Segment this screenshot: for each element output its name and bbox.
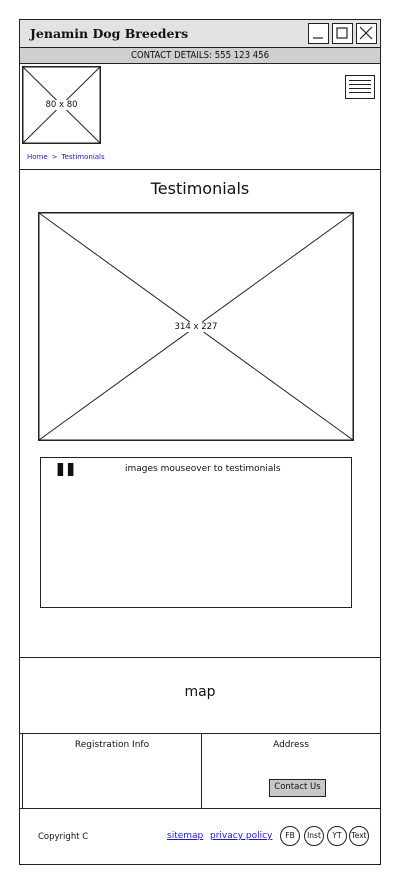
contact-us-button[interactable]: Contact Us [269,779,326,797]
minimize-icon [313,37,323,39]
registration-info-label: Registration Info [74,740,150,750]
youtube-icon[interactable]: YT [327,826,347,846]
main-image-placeholder[interactable]: 314 x 227 [38,212,354,441]
hamburger-icon-line [349,84,371,85]
hamburger-icon-line [349,80,371,81]
window-title: Jenamin Dog Breeders [30,26,189,41]
page-title: Testimonials [150,179,250,198]
registration-info-panel: Registration Info [22,734,202,809]
logo-size-label: 80 x 80 [44,100,79,110]
facebook-icon[interactable]: FB [280,826,300,846]
hamburger-icon-line [349,92,371,93]
app-window: Jenamin Dog Breeders CONTACT DETAILS: 55… [19,19,381,865]
close-button[interactable] [356,23,377,44]
text-message-icon[interactable]: Text [349,826,369,846]
hamburger-icon-line [349,88,371,89]
breadcrumb: Home > Testimonials [27,153,105,161]
breadcrumb-current[interactable]: Testimonials [61,153,105,161]
map-label: map [184,684,216,700]
footer-divider [20,808,380,809]
sitemap-link[interactable]: sitemap [167,831,204,841]
menu-button[interactable] [345,75,375,99]
logo-placeholder: 80 x 80 [22,66,101,144]
copyright-text: Copyright C [38,832,89,842]
minimize-button[interactable] [308,23,329,44]
contact-details-bar: CONTACT DETAILS: 555 123 456 [20,48,380,64]
instagram-icon[interactable]: Inst [304,826,324,846]
privacy-policy-link[interactable]: privacy policy [210,831,273,841]
map-area[interactable]: map [20,657,380,734]
breadcrumb-separator: > [51,153,58,161]
breadcrumb-home-link[interactable]: Home [27,153,48,161]
address-label: Address [273,740,309,750]
maximize-icon [336,27,348,39]
main-image-size-label: 314 x 227 [173,321,219,332]
quote-mark-icon: " [53,454,79,510]
close-icon [359,26,373,40]
testimonial-box: " images mouseover to testimonials [40,454,352,608]
header-divider [20,169,380,170]
maximize-button[interactable] [332,23,353,44]
address-panel: Address Contact Us [202,734,380,808]
title-bar: Jenamin Dog Breeders [20,20,380,48]
testimonial-text: images mouseover to testimonials [125,464,281,474]
